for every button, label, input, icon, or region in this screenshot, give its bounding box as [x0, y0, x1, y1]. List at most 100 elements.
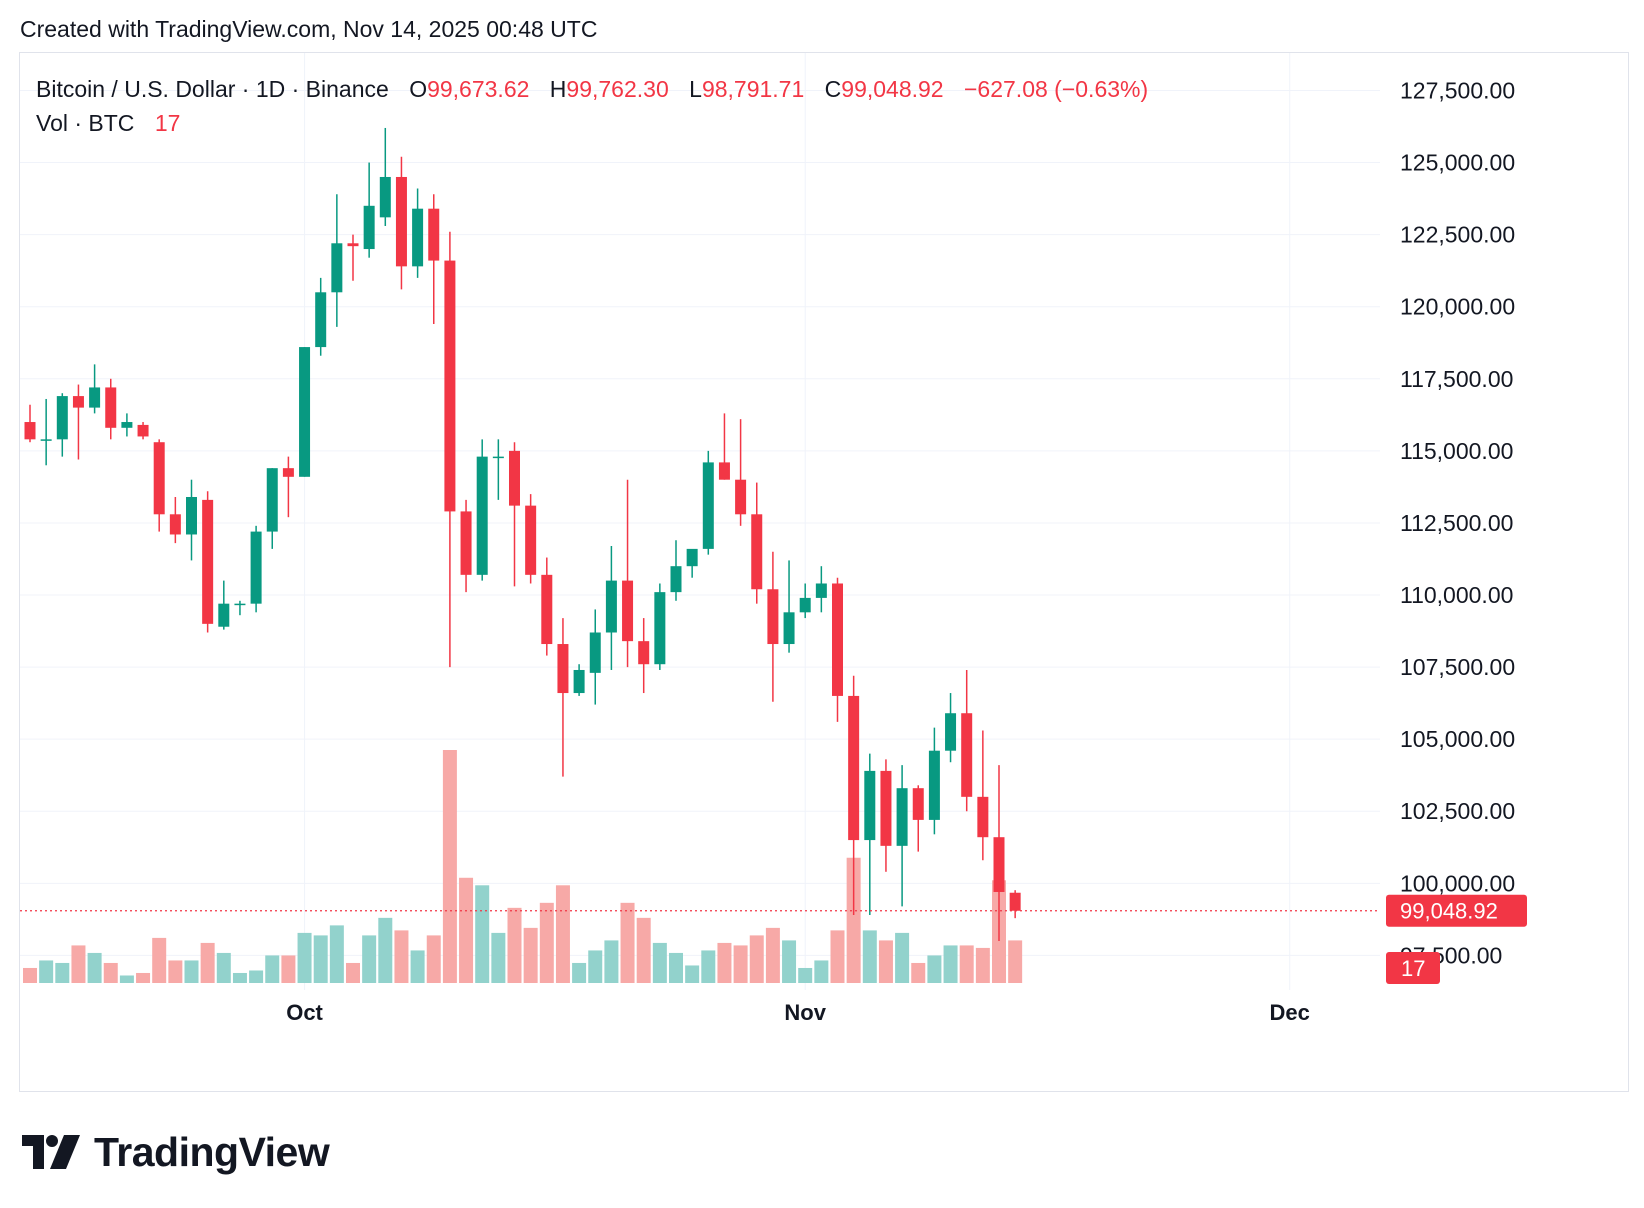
tradingview-logo[interactable]: TradingView — [22, 1128, 330, 1176]
candle-2025-10-26[interactable] — [702, 450, 714, 555]
candle-2025-11-07[interactable] — [896, 765, 908, 907]
candle-2025-11-11[interactable] — [961, 669, 973, 812]
candle-body — [557, 644, 569, 694]
ohlc-legend-row: Bitcoin / U.S. Dollar · 1D · Binance O99… — [36, 72, 1148, 106]
volume-bar-2025-10-19 — [588, 950, 603, 983]
candle-2025-11-12[interactable] — [977, 730, 989, 861]
candle-2025-10-05[interactable] — [363, 162, 375, 258]
candle-2025-10-04[interactable] — [347, 234, 359, 281]
volume-bar-2025-09-24 — [184, 960, 199, 983]
candle-2025-09-23[interactable] — [169, 496, 181, 544]
candle-2025-11-14[interactable] — [1009, 890, 1021, 919]
candle-2025-09-30[interactable] — [282, 456, 294, 518]
candle-2025-09-26[interactable] — [218, 580, 230, 630]
candle-2025-11-10[interactable] — [945, 693, 957, 763]
candle-2025-10-11[interactable] — [460, 499, 472, 593]
candle-2025-10-30[interactable] — [767, 551, 779, 702]
volume-bar-2025-11-06 — [878, 940, 893, 983]
candle-2025-10-28[interactable] — [735, 419, 747, 526]
candle-2025-10-31[interactable] — [783, 560, 795, 653]
candle-2025-09-20[interactable] — [121, 413, 133, 437]
candle-body — [137, 424, 149, 437]
candle-2025-10-27[interactable] — [718, 413, 730, 480]
candle-2025-10-15[interactable] — [525, 494, 537, 584]
volume-bar-2025-09-25 — [200, 942, 215, 983]
candle-body — [993, 837, 1005, 892]
candle-2025-10-20[interactable] — [605, 546, 617, 670]
volume-bar-2025-09-27 — [232, 972, 247, 983]
volume-bar-2025-10-17 — [555, 885, 570, 983]
candle-2025-09-15[interactable] — [40, 398, 52, 466]
candle-body — [702, 462, 714, 549]
candle-2025-09-21[interactable] — [137, 422, 149, 440]
candle-2025-10-07[interactable] — [395, 156, 407, 290]
candle-body — [686, 548, 698, 567]
candle-2025-11-06[interactable] — [880, 759, 892, 872]
volume-bar-2025-09-14 — [23, 967, 37, 983]
candle-body — [799, 597, 811, 613]
candle-2025-11-08[interactable] — [912, 785, 924, 852]
last-volume-badge-text: 17 — [1401, 956, 1425, 981]
candle-2025-10-06[interactable] — [379, 127, 391, 226]
candle-2025-09-16[interactable] — [56, 393, 68, 457]
candle-body — [24, 422, 36, 440]
volume-label[interactable]: Vol · BTC — [36, 110, 135, 136]
candle-2025-09-25[interactable] — [202, 491, 214, 633]
candle-2025-11-09[interactable] — [928, 727, 940, 835]
last-volume-badge — [1386, 952, 1440, 984]
candle-2025-10-18[interactable] — [573, 664, 585, 696]
candle-2025-10-22[interactable] — [638, 618, 650, 694]
candle-body — [40, 439, 52, 441]
candle-2025-09-29[interactable] — [266, 468, 278, 549]
volume-bar-2025-11-01 — [798, 967, 813, 983]
volume-bar-2025-10-24 — [669, 952, 683, 983]
candle-2025-10-08[interactable] — [412, 188, 424, 278]
candle-2025-09-17[interactable] — [72, 384, 84, 460]
candle-2025-11-02[interactable] — [815, 566, 827, 613]
candle-2025-10-02[interactable] — [315, 277, 327, 356]
candle-2025-11-05[interactable] — [864, 753, 876, 916]
candle-body — [912, 788, 924, 820]
candle-2025-09-14[interactable] — [24, 404, 36, 443]
candle-2025-11-01[interactable] — [799, 583, 811, 619]
candle-2025-09-24[interactable] — [186, 479, 197, 561]
candle-2025-10-23[interactable] — [654, 583, 666, 670]
candle-2025-10-01[interactable] — [299, 347, 311, 477]
candle-2025-09-28[interactable] — [250, 525, 262, 613]
volume-bar-2025-10-29 — [749, 935, 764, 983]
candle-body — [186, 496, 197, 535]
volume-bar-2025-09-23 — [168, 960, 183, 983]
candle-2025-10-09[interactable] — [428, 194, 440, 325]
volume-bar-2025-10-18 — [572, 962, 587, 983]
candle-2025-11-03[interactable] — [832, 577, 843, 722]
candle-2025-09-18[interactable] — [89, 364, 101, 414]
close-label: C — [824, 76, 842, 102]
candle-2025-10-19[interactable] — [589, 609, 601, 705]
candle-2025-10-25[interactable] — [686, 548, 698, 578]
last-price-badge — [1386, 894, 1527, 927]
candle-2025-09-19[interactable] — [105, 378, 117, 440]
candle-2025-11-13[interactable] — [993, 765, 1005, 941]
candle-2025-10-21[interactable] — [622, 479, 634, 668]
candle-2025-10-12[interactable] — [476, 439, 488, 581]
volume-bars — [23, 750, 1023, 983]
volume-bar-2025-10-11 — [459, 877, 474, 983]
volume-bar-2025-10-03 — [329, 925, 344, 983]
volume-value: 17 — [154, 110, 181, 136]
candle-body — [331, 243, 343, 293]
low-label: L — [689, 76, 702, 102]
candle-2025-11-04[interactable] — [848, 675, 860, 916]
candle-2025-10-16[interactable] — [541, 557, 553, 656]
symbol-description[interactable]: Bitcoin / U.S. Dollar · 1D · Binance — [36, 76, 389, 102]
candle-2025-10-10[interactable] — [444, 231, 456, 668]
candle-2025-10-17[interactable] — [557, 618, 569, 777]
candle-2025-10-29[interactable] — [751, 482, 763, 604]
candle-2025-09-27[interactable] — [234, 600, 246, 616]
candle-2025-10-24[interactable] — [670, 540, 682, 601]
candle-2025-10-03[interactable] — [331, 194, 343, 327]
candle-2025-10-14[interactable] — [509, 442, 520, 587]
chart-frame[interactable] — [19, 52, 1629, 1092]
candle-2025-10-13[interactable] — [492, 439, 504, 500]
candle-2025-09-22[interactable] — [153, 439, 165, 532]
